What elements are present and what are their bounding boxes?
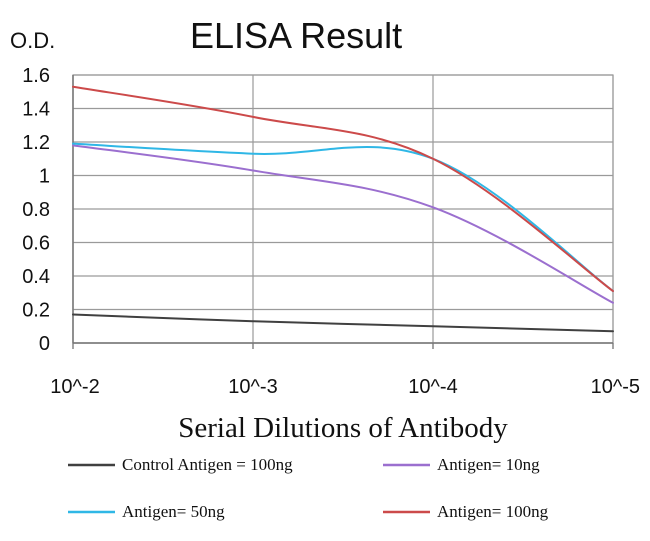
y-tick-labels: 0 0.2 0.4 0.6 0.8 1 1.2 1.4 1.6	[22, 65, 50, 355]
legend-label: Antigen= 10ng	[437, 455, 540, 474]
legend: Control Antigen = 100ng Antigen= 10ng Anti…	[68, 455, 549, 521]
y-tick-label: 0.8	[22, 199, 50, 221]
x-tick-label: 10^-4	[408, 376, 457, 398]
chart-title: ELISA Result	[190, 15, 402, 56]
series-line-2	[72, 144, 614, 304]
x-tick-label: 10^-2	[50, 376, 99, 398]
x-tick-label: 10^-5	[591, 376, 640, 398]
grid	[72, 74, 614, 349]
series-lines	[72, 85, 614, 333]
y-tick-label: 0.2	[22, 300, 50, 322]
y-tick-label: 0	[39, 333, 50, 355]
y-tick-label: 1.4	[22, 99, 50, 121]
x-axis-label: Serial Dilutions of Antibody	[178, 412, 508, 444]
y-tick-label: 1	[39, 166, 50, 188]
series-line-1	[72, 313, 614, 333]
legend-label: Antigen= 50ng	[122, 502, 225, 521]
legend-label: Control Antigen = 100ng	[122, 455, 293, 474]
x-tick-labels: 10^-2 10^-3 10^-4 10^-5	[50, 376, 640, 398]
series-line-4	[72, 85, 614, 293]
y-axis-label: O.D.	[10, 28, 55, 53]
y-tick-label: 1.2	[22, 132, 50, 154]
y-tick-label: 1.6	[22, 65, 50, 87]
series-line-3	[72, 142, 614, 293]
y-tick-label: 0.4	[22, 266, 50, 288]
x-tick-label: 10^-3	[228, 376, 277, 398]
y-tick-label: 0.6	[22, 233, 50, 255]
legend-label: Antigen= 100ng	[437, 502, 549, 521]
